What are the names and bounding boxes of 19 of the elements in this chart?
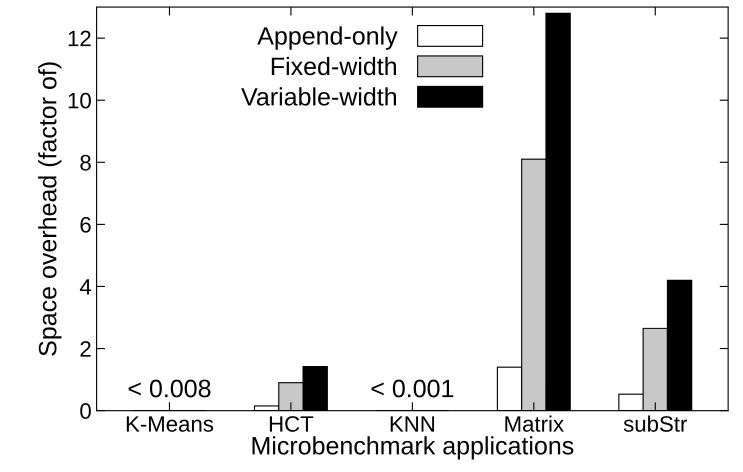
legend-label: Append-only — [257, 26, 398, 50]
y-tick-label: 6 — [80, 216, 91, 233]
x-tick-label: HCT — [270, 416, 314, 432]
y-tick-label: 12 — [68, 30, 91, 46]
x-tick-label: Matrix — [505, 416, 564, 432]
legend-label: Fixed-width — [272, 56, 396, 76]
y-axis-title: Space overhead (factor of) — [38, 62, 62, 356]
legend-label: Variable-width — [241, 87, 396, 106]
y-tick-label: 2 — [80, 341, 91, 357]
x-tick-label: K-Means — [126, 416, 214, 432]
x-axis-title: Microbenchmark applications — [252, 436, 574, 460]
annotation: < 0.008 — [128, 380, 210, 398]
x-tick-label: KNN — [390, 416, 434, 432]
y-tick-label: 0 — [80, 403, 91, 419]
x-tick-label: subStr — [624, 416, 688, 432]
annotation: < 0.001 — [372, 380, 454, 398]
y-tick-label: 8 — [80, 154, 91, 171]
y-tick-label: 4 — [80, 279, 92, 295]
y-tick-label: 10 — [68, 92, 91, 108]
